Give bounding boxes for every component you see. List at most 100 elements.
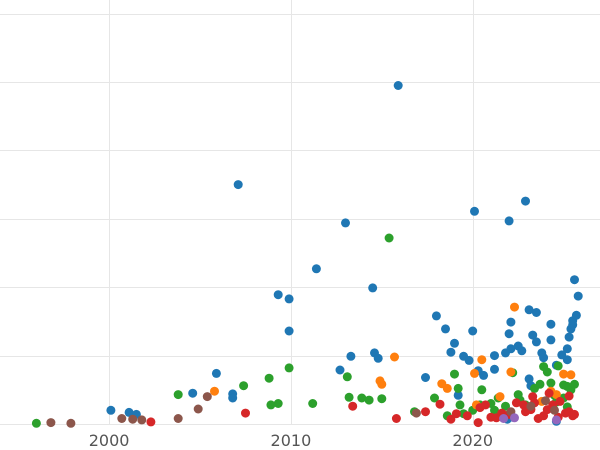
data-point: [490, 351, 499, 361]
data-point: [524, 305, 534, 315]
data-point: [570, 275, 579, 285]
data-point: [117, 414, 127, 423]
data-point: [510, 302, 519, 312]
data-point: [357, 393, 367, 403]
data-point: [519, 400, 529, 410]
data-point: [506, 317, 516, 327]
data-point: [571, 310, 581, 320]
data-point: [421, 407, 430, 417]
data-point: [31, 418, 41, 428]
data-point: [188, 388, 198, 398]
data-point: [562, 355, 572, 365]
data-point: [430, 393, 439, 403]
data-point: [510, 413, 519, 423]
data-point: [311, 264, 321, 274]
data-point: [228, 393, 238, 403]
data-point: [421, 373, 430, 382]
data-point: [526, 401, 536, 411]
data-point: [106, 405, 116, 415]
data-point: [308, 399, 318, 408]
data-point: [377, 394, 387, 404]
data-point: [124, 407, 134, 417]
data-point: [211, 368, 221, 378]
data-point: [521, 196, 530, 206]
data-point: [46, 418, 56, 428]
data-point: [542, 367, 552, 377]
data-point: [233, 180, 243, 190]
data-point: [446, 414, 456, 424]
data-point: [137, 415, 147, 425]
data-point: [477, 385, 487, 395]
data-point: [490, 364, 499, 374]
data-point: [528, 330, 538, 340]
data-point: [273, 290, 283, 300]
data-point: [473, 418, 483, 428]
data-point: [553, 361, 563, 371]
data-point: [464, 355, 474, 365]
data-point: [348, 401, 358, 411]
data-point: [573, 291, 583, 301]
data-point: [531, 337, 541, 347]
data-point: [451, 409, 461, 419]
data-point: [511, 398, 521, 408]
data-point: [468, 326, 478, 336]
data-point: [264, 373, 274, 383]
data-point: [390, 352, 399, 362]
data-point: [411, 408, 421, 418]
data-point: [455, 400, 465, 410]
data-point: [210, 386, 219, 396]
data-point: [495, 392, 505, 402]
data-point: [490, 405, 499, 415]
data-point: [524, 374, 534, 384]
data-point: [481, 400, 490, 410]
data-point: [284, 363, 294, 373]
data-point: [570, 379, 579, 389]
data-point: [528, 392, 538, 402]
data-point: [241, 408, 250, 418]
data-point: [551, 415, 561, 425]
data-point: [555, 396, 565, 406]
data-point: [442, 383, 452, 393]
data-point: [450, 338, 459, 348]
data-point: [346, 351, 356, 361]
data-point: [384, 233, 394, 243]
data-point: [284, 294, 294, 304]
data-point: [566, 370, 576, 380]
data-points: [31, 81, 583, 428]
data-point: [564, 391, 574, 401]
data-point: [453, 390, 463, 400]
data-point: [431, 311, 441, 321]
data-point: [539, 353, 549, 363]
data-point: [564, 332, 574, 342]
data-point: [173, 390, 183, 400]
data-point: [501, 401, 510, 411]
data-point: [499, 414, 509, 423]
data-point: [477, 355, 487, 365]
data-point: [462, 411, 472, 421]
data-point: [453, 383, 463, 393]
data-point: [504, 329, 514, 339]
data-point: [550, 405, 559, 415]
data-point: [193, 404, 203, 414]
data-point: [544, 388, 554, 398]
data-point: [335, 365, 345, 375]
grid-lines: [0, 0, 600, 425]
data-point: [541, 396, 550, 406]
data-point: [146, 417, 156, 427]
data-point: [535, 379, 545, 389]
data-point: [239, 381, 249, 391]
x-tick-label: 2000: [89, 431, 130, 450]
data-point: [377, 379, 387, 389]
data-point: [128, 414, 138, 424]
data-point: [546, 378, 556, 388]
data-point: [506, 344, 516, 354]
data-point: [562, 344, 572, 354]
data-point: [368, 283, 378, 293]
data-point: [521, 407, 530, 417]
data-point: [173, 414, 183, 423]
data-point: [393, 81, 403, 90]
data-point: [546, 319, 556, 329]
data-point: [479, 370, 489, 380]
data-point: [517, 346, 527, 356]
